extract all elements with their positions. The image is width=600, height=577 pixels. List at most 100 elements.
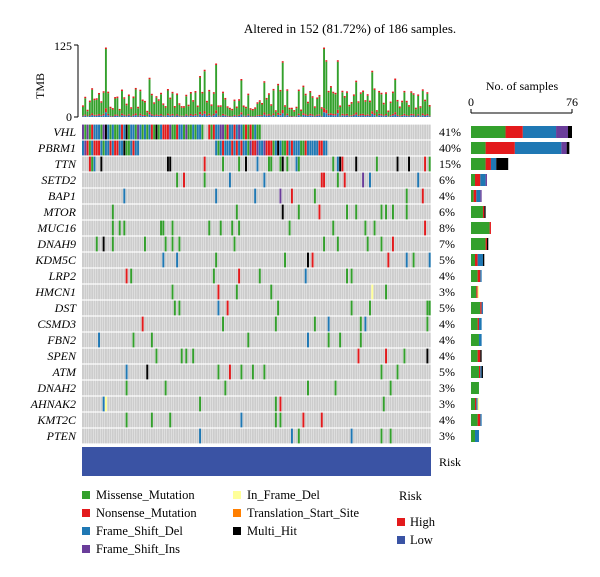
empty-cell	[157, 284, 160, 300]
percent-label: 4%	[439, 349, 455, 363]
legend-swatch	[82, 527, 90, 535]
side-bar-segment	[522, 126, 557, 138]
tmb-bar-cap	[375, 110, 378, 112]
mutation-cell	[307, 380, 309, 396]
empty-cell	[176, 428, 179, 444]
empty-cell	[238, 172, 241, 188]
mutation-cell	[116, 124, 119, 140]
empty-cell	[224, 220, 227, 236]
tmb-bar-segment	[261, 104, 263, 116]
empty-cell	[180, 364, 183, 380]
empty-cell	[219, 252, 222, 268]
mutation-cell	[231, 124, 234, 140]
empty-cell	[263, 252, 266, 268]
empty-cell	[396, 332, 399, 348]
empty-cell	[240, 396, 243, 412]
empty-cell	[417, 396, 420, 412]
tmb-bar-segment	[258, 115, 261, 116]
empty-cell	[290, 204, 293, 220]
mutation-cell	[192, 348, 195, 364]
empty-cell	[401, 284, 404, 300]
empty-cell	[428, 364, 431, 380]
empty-cell	[162, 348, 165, 364]
empty-cell	[401, 316, 404, 332]
empty-cell	[155, 300, 158, 316]
empty-cell	[421, 156, 424, 172]
empty-cell	[391, 364, 394, 380]
empty-cell	[424, 204, 427, 220]
empty-cell	[249, 236, 252, 252]
empty-cell	[382, 380, 385, 396]
empty-cell	[270, 220, 273, 236]
tmb-bar-segment	[369, 102, 371, 116]
tmb-bar-segment	[242, 115, 245, 117]
empty-cell	[334, 124, 337, 140]
tmb-bar-segment	[157, 100, 160, 115]
mutation-cell	[323, 140, 326, 156]
empty-cell	[352, 124, 355, 140]
empty-cell	[302, 428, 305, 444]
empty-cell	[343, 332, 346, 348]
empty-cell	[371, 428, 374, 444]
empty-cell	[192, 380, 195, 396]
mutation-cell	[387, 252, 390, 268]
empty-cell	[295, 172, 298, 188]
empty-cell	[141, 428, 144, 444]
tmb-bar-cap	[127, 94, 130, 96]
empty-cell	[265, 332, 268, 348]
empty-cell	[336, 412, 339, 428]
empty-cell	[249, 204, 252, 220]
empty-cell	[389, 396, 392, 412]
empty-cell	[118, 332, 121, 348]
tmb-bar-segment	[327, 115, 330, 117]
empty-cell	[256, 348, 259, 364]
empty-cell	[318, 188, 321, 204]
empty-cell	[127, 204, 130, 220]
empty-cell	[185, 252, 188, 268]
mutation-cell	[127, 140, 130, 156]
tmb-bar-cap	[219, 105, 222, 107]
tmb-bar-segment	[412, 94, 415, 115]
tmb-bar-segment	[396, 115, 399, 117]
empty-cell	[226, 332, 229, 348]
empty-cell	[352, 252, 355, 268]
empty-cell	[189, 332, 192, 348]
tmb-bars	[82, 47, 431, 117]
empty-cell	[245, 252, 247, 268]
side-bar-segment	[485, 158, 491, 170]
side-bar-segment	[473, 190, 477, 202]
empty-cell	[350, 236, 353, 252]
empty-cell	[320, 300, 323, 316]
empty-cell	[100, 316, 103, 332]
empty-cell	[231, 380, 234, 396]
empty-cell	[391, 172, 394, 188]
empty-cell	[355, 236, 358, 252]
empty-cell	[160, 284, 163, 300]
empty-cell	[325, 204, 328, 220]
empty-cell	[300, 172, 303, 188]
empty-cell	[199, 300, 202, 316]
mutation-cell	[228, 172, 231, 188]
tmb-bar-segment	[352, 95, 355, 115]
empty-cell	[242, 284, 245, 300]
empty-cell	[391, 124, 394, 140]
empty-cell	[233, 332, 236, 348]
mutation-cell	[297, 140, 300, 156]
empty-cell	[185, 412, 188, 428]
empty-cell	[107, 204, 110, 220]
empty-cell	[302, 220, 305, 236]
mutation-cell	[102, 396, 105, 412]
empty-cell	[263, 236, 266, 252]
empty-cell	[398, 412, 401, 428]
empty-cell	[366, 348, 369, 364]
empty-cell	[205, 172, 208, 188]
empty-cell	[226, 348, 229, 364]
empty-cell	[341, 204, 344, 220]
empty-cell	[125, 172, 128, 188]
empty-cell	[284, 204, 286, 220]
empty-cell	[192, 252, 195, 268]
empty-cell	[164, 348, 167, 364]
empty-cell	[284, 300, 286, 316]
empty-cell	[366, 396, 369, 412]
empty-cell	[148, 204, 151, 220]
